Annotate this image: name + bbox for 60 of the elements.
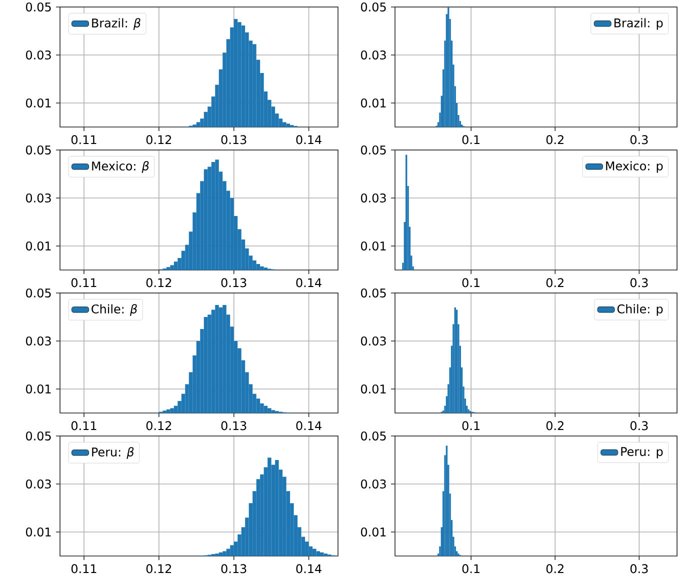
x-tick-label: 0.13 (221, 278, 246, 288)
y-tick-label: 0.01 (26, 98, 51, 108)
legend-label: Peru: p (621, 447, 663, 458)
legend-label: Brazil: p (614, 18, 663, 30)
y-tick-label: 0.01 (360, 384, 386, 394)
x-tick-label: 0.12 (146, 135, 172, 144)
x-tick-label: 0.14 (296, 278, 322, 288)
x-tick-label: 0.14 (296, 135, 322, 144)
y-tick-label: 0.05 (26, 145, 51, 155)
y-tick-label: 0.03 (26, 193, 51, 203)
x-tick-label: 0.3 (630, 421, 648, 430)
x-tick-label: 0.14 (296, 564, 322, 574)
x-tick-label: 0.3 (630, 278, 648, 288)
x-tick-label: 0.11 (71, 135, 96, 144)
x-tick-label: 0.12 (146, 421, 172, 430)
y-tick-label: 0.01 (360, 241, 386, 251)
x-tick-label: 0.13 (221, 135, 246, 144)
y-tick-label: 0.01 (360, 527, 386, 537)
x-tick-label: 0.11 (71, 564, 96, 574)
y-tick-label: 0.05 (26, 288, 51, 298)
x-tick-label: 0.13 (221, 564, 246, 574)
y-tick-label: 0.03 (360, 193, 386, 203)
legend-label: Chile: β (92, 304, 137, 316)
y-tick-label: 0.05 (26, 431, 51, 441)
x-tick-label: 0.1 (462, 564, 480, 574)
y-tick-label: 0.03 (360, 479, 386, 489)
legend-label: Peru: β (92, 447, 134, 459)
y-tick-label: 0.05 (360, 431, 386, 441)
legend-label: Mexico: β (92, 161, 149, 173)
y-tick-label: 0.05 (360, 2, 386, 12)
y-tick-label: 0.03 (26, 336, 51, 346)
x-tick-label: 0.12 (146, 278, 172, 288)
x-tick-label: 0.2 (546, 135, 564, 144)
x-tick-label: 0.2 (546, 564, 564, 574)
x-tick-label: 0.11 (71, 278, 96, 288)
y-tick-label: 0.03 (360, 336, 386, 346)
legend-label: Brazil: β (92, 18, 140, 30)
x-tick-label: 0.3 (630, 135, 648, 144)
y-tick-label: 0.05 (26, 2, 51, 12)
x-tick-label: 0.1 (462, 135, 480, 144)
y-tick-label: 0.01 (26, 384, 51, 394)
legend-label: Mexico: p (606, 161, 663, 173)
x-tick-label: 0.3 (630, 564, 648, 574)
x-tick-label: 0.13 (221, 421, 246, 430)
y-tick-label: 0.01 (26, 241, 51, 251)
y-tick-label: 0.03 (26, 479, 51, 489)
x-tick-label: 0.2 (546, 278, 564, 288)
x-tick-label: 0.2 (546, 421, 564, 430)
x-tick-label: 0.12 (146, 564, 172, 574)
y-tick-label: 0.01 (360, 98, 386, 108)
y-tick-label: 0.01 (26, 527, 51, 537)
x-tick-label: 0.1 (462, 278, 480, 288)
legend-label: Chile: p (617, 304, 663, 316)
y-tick-label: 0.05 (360, 288, 386, 298)
x-tick-label: 0.1 (462, 421, 480, 430)
x-tick-label: 0.11 (71, 421, 96, 430)
y-tick-label: 0.05 (360, 145, 386, 155)
y-tick-label: 0.03 (360, 50, 386, 60)
y-tick-label: 0.03 (26, 50, 51, 60)
x-tick-label: 0.14 (296, 421, 322, 430)
